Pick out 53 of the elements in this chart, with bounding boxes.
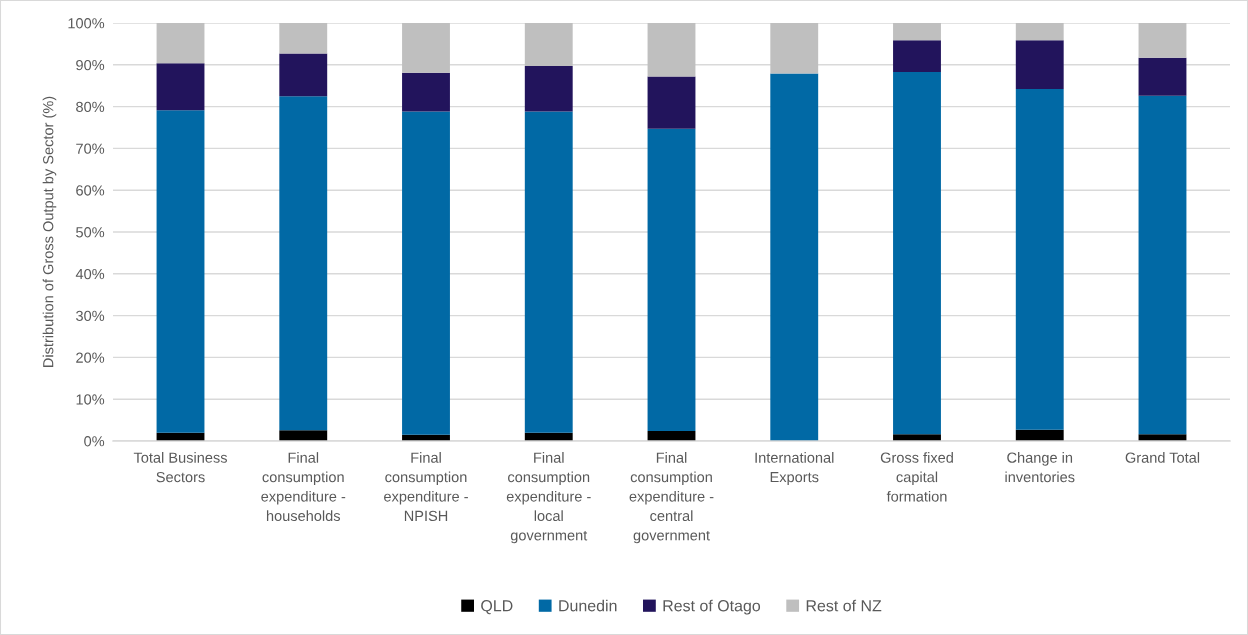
bar [279, 23, 328, 54]
bar [156, 110, 205, 433]
bar [524, 66, 573, 112]
bar [1015, 89, 1064, 430]
legend-label: Dunedin [559, 599, 617, 612]
bar [893, 71, 941, 435]
y-tick-label: 70% [76, 143, 105, 154]
bar [1015, 40, 1064, 90]
y-tick-label: 20% [76, 352, 105, 363]
legend-label: Rest of NZ [806, 599, 882, 612]
x-tick-label: Total Business Sectors [133, 452, 227, 483]
bar [402, 72, 450, 112]
bar [893, 23, 941, 41]
legend-label: QLD [481, 600, 513, 615]
bar [770, 23, 819, 74]
bar [279, 96, 328, 431]
bar [647, 128, 696, 431]
x-tick-label: Final consumption expenditure - NPISH [384, 452, 468, 522]
bar [1138, 57, 1187, 96]
x-tick-label: Final consumption expenditure - local government [506, 452, 591, 544]
bar [402, 111, 450, 435]
y-tick-label: 90% [76, 59, 105, 71]
bar [647, 76, 696, 129]
bar [1138, 23, 1187, 58]
x-tick-label: Final consumption expenditure - households [261, 452, 346, 522]
y-tick-label: 80% [76, 101, 105, 113]
y-tick-label: 40% [75, 268, 105, 280]
legend-label: Rest of Otago [663, 599, 761, 615]
bar [893, 40, 941, 72]
y-tick-label: 0% [84, 436, 105, 447]
x-tick-label: Final consumption expenditure - central government [629, 452, 714, 544]
bar [893, 434, 941, 441]
bar [279, 53, 328, 97]
y-tick-label: 50% [76, 227, 105, 238]
y-tick-label: 30% [76, 310, 105, 322]
bar [524, 111, 573, 433]
y-axis-title: Distribution of Gross Output by Sector (%) [42, 96, 57, 367]
y-tick-label: 100% [68, 18, 105, 29]
x-tick-label: Grand Total [1125, 452, 1200, 463]
bar [647, 23, 696, 77]
bar [524, 23, 573, 67]
bar [1138, 95, 1187, 435]
y-tick-label: 60% [76, 185, 105, 196]
bar [156, 63, 205, 111]
bar [402, 23, 450, 73]
bar [1015, 23, 1064, 41]
bar [770, 73, 819, 441]
x-tick-label: Change in inventories [1005, 452, 1075, 483]
bar [279, 430, 328, 441]
y-tick-label: 10% [76, 394, 105, 405]
x-tick-label: International Exports [755, 452, 834, 486]
x-tick-label: Gross fixed capital formation [880, 452, 953, 502]
bar [156, 23, 205, 64]
